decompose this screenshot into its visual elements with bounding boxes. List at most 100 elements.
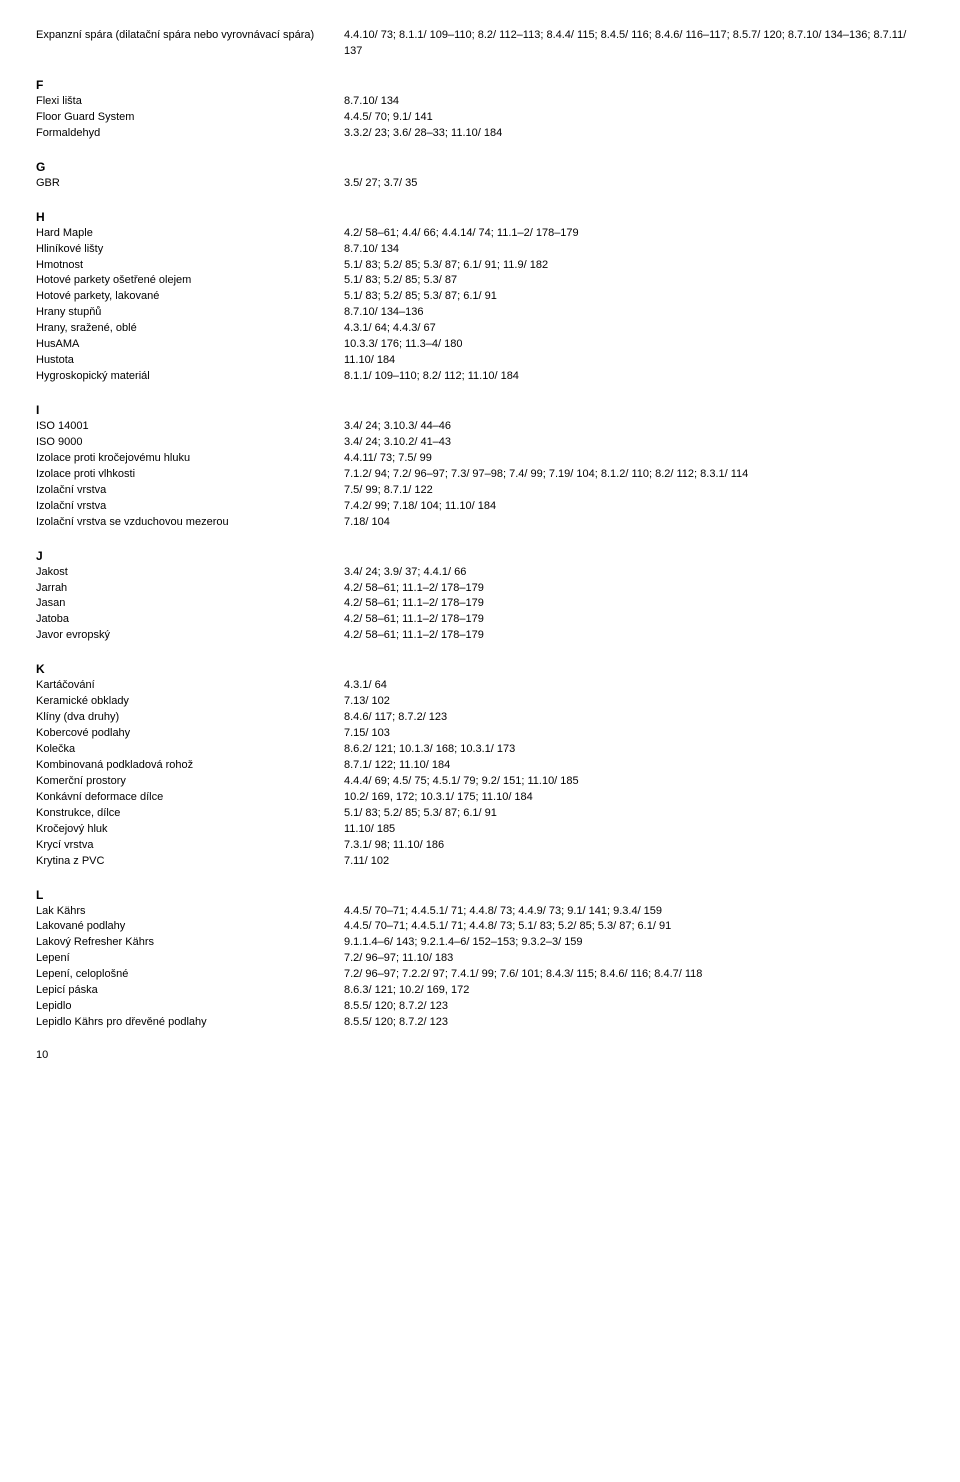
index-refs: 4.2/ 58–61; 11.1–2/ 178–179 [344,596,924,612]
index-refs: 4.4.5/ 70–71; 4.4.5.1/ 71; 4.4.8/ 73; 4.… [344,904,924,920]
index-term: Krycí vrstva [36,838,344,854]
index-row: Hrany, sražené, oblé4.3.1/ 64; 4.4.3/ 67 [36,321,924,337]
index-row: Lakový Refresher Kährs9.1.1.4–6/ 143; 9.… [36,935,924,951]
index-row: Izolace proti kročejovému hluku4.4.11/ 7… [36,451,924,467]
index-refs: 8.7.10/ 134 [344,242,924,258]
index-refs: 8.7.10/ 134–136 [344,305,924,321]
index-row: HusAMA10.3.3/ 176; 11.3–4/ 180 [36,337,924,353]
index-refs: 7.13/ 102 [344,694,924,710]
index-refs: 4.2/ 58–61; 4.4/ 66; 4.4.14/ 74; 11.1–2/… [344,226,924,242]
index-section: LLak Kährs4.4.5/ 70–71; 4.4.5.1/ 71; 4.4… [36,888,924,1032]
index-term: Kobercové podlahy [36,726,344,742]
index-term: Hmotnost [36,258,344,274]
index-refs: 7.2/ 96–97; 11.10/ 183 [344,951,924,967]
index-term: Izolace proti vlhkosti [36,467,344,483]
section-letter: F [36,78,924,92]
index-refs: 4.3.1/ 64; 4.4.3/ 67 [344,321,924,337]
index-row: Konstrukce, dílce5.1/ 83; 5.2/ 85; 5.3/ … [36,806,924,822]
index-row: Izolační vrstva7.4.2/ 99; 7.18/ 104; 11.… [36,499,924,515]
section-letter: G [36,160,924,174]
index-row: Kročejový hluk11.10/ 185 [36,822,924,838]
index-row: Keramické obklady7.13/ 102 [36,694,924,710]
index-row: Kartáčování4.3.1/ 64 [36,678,924,694]
index-row: ISO 90003.4/ 24; 3.10.2/ 41–43 [36,435,924,451]
index-section: KKartáčování4.3.1/ 64Keramické obklady7.… [36,662,924,869]
index-term: Kolečka [36,742,344,758]
index-term: Keramické obklady [36,694,344,710]
index-row: Jatoba4.2/ 58–61; 11.1–2/ 178–179 [36,612,924,628]
index-term: Hrany stupňů [36,305,344,321]
index-row: Lakované podlahy4.4.5/ 70–71; 4.4.5.1/ 7… [36,919,924,935]
index-refs: 7.2/ 96–97; 7.2.2/ 97; 7.4.1/ 99; 7.6/ 1… [344,967,924,983]
index-term: Jakost [36,565,344,581]
index-refs: 8.6.2/ 121; 10.1.3/ 168; 10.3.1/ 173 [344,742,924,758]
index-term: Hotové parkety ošetřené olejem [36,273,344,289]
index-row: Hygroskopický materiál8.1.1/ 109–110; 8.… [36,369,924,385]
index-term: Komerční prostory [36,774,344,790]
index-row: Krytina z PVC7.11/ 102 [36,854,924,870]
index-refs: 10.3.3/ 176; 11.3–4/ 180 [344,337,924,353]
index-term: Hotové parkety, lakované [36,289,344,305]
index-refs: 3.3.2/ 23; 3.6/ 28–33; 11.10/ 184 [344,126,924,142]
index-row: Kobercové podlahy7.15/ 103 [36,726,924,742]
index-refs: 3.4/ 24; 3.10.3/ 44–46 [344,419,924,435]
section-letter: I [36,403,924,417]
index-term: Konkávní deformace dílce [36,790,344,806]
index-term: HusAMA [36,337,344,353]
index-term: ISO 14001 [36,419,344,435]
index-term: Lepidlo [36,999,344,1015]
index-row: Expanzní spára (dilatační spára nebo vyr… [36,28,924,60]
index-term: Krytina z PVC [36,854,344,870]
section-letter: K [36,662,924,676]
index-refs: 9.1.1.4–6/ 143; 9.2.1.4–6/ 152–153; 9.3.… [344,935,924,951]
index-row: ISO 140013.4/ 24; 3.10.3/ 44–46 [36,419,924,435]
index-refs: 7.11/ 102 [344,854,924,870]
index-section: JJakost3.4/ 24; 3.9/ 37; 4.4.1/ 66Jarrah… [36,549,924,645]
index-term: Jarrah [36,581,344,597]
index-refs: 8.5.5/ 120; 8.7.2/ 123 [344,1015,924,1031]
index-term: Hustota [36,353,344,369]
index-row: Komerční prostory4.4.4/ 69; 4.5/ 75; 4.5… [36,774,924,790]
index-row: Izolační vrstva se vzduchovou mezerou7.1… [36,515,924,531]
index-refs: 4.4.10/ 73; 8.1.1/ 109–110; 8.2/ 112–113… [344,28,924,60]
page-number: 10 [36,1049,924,1061]
index-row: Hustota11.10/ 184 [36,353,924,369]
index-refs: 4.2/ 58–61; 11.1–2/ 178–179 [344,612,924,628]
index-refs: 8.5.5/ 120; 8.7.2/ 123 [344,999,924,1015]
index-row: Izolace proti vlhkosti7.1.2/ 94; 7.2/ 96… [36,467,924,483]
index-term: ISO 9000 [36,435,344,451]
index-refs: 4.4.5/ 70; 9.1/ 141 [344,110,924,126]
index-section: FFlexi lišta8.7.10/ 134Floor Guard Syste… [36,78,924,142]
index-term: Izolace proti kročejovému hluku [36,451,344,467]
index-row: Hliníkové lišty8.7.10/ 134 [36,242,924,258]
index-refs: 3.4/ 24; 3.10.2/ 41–43 [344,435,924,451]
index-refs: 3.4/ 24; 3.9/ 37; 4.4.1/ 66 [344,565,924,581]
index-term: GBR [36,176,344,192]
index-row: Hard Maple4.2/ 58–61; 4.4/ 66; 4.4.14/ 7… [36,226,924,242]
index-term: Lepení [36,951,344,967]
index-row: Jarrah4.2/ 58–61; 11.1–2/ 178–179 [36,581,924,597]
index-term: Floor Guard System [36,110,344,126]
index-refs: 8.4.6/ 117; 8.7.2/ 123 [344,710,924,726]
index-term: Izolační vrstva se vzduchovou mezerou [36,515,344,531]
index-row: Lepení7.2/ 96–97; 11.10/ 183 [36,951,924,967]
index-term: Lak Kährs [36,904,344,920]
index-row: Lepicí páska8.6.3/ 121; 10.2/ 169, 172 [36,983,924,999]
index-refs: 8.7.1/ 122; 11.10/ 184 [344,758,924,774]
index-row: Hotové parkety, lakované5.1/ 83; 5.2/ 85… [36,289,924,305]
index-row: Hrany stupňů8.7.10/ 134–136 [36,305,924,321]
index-term: Hygroskopický materiál [36,369,344,385]
index-section: G GBR3.5/ 27; 3.7/ 35 [36,160,924,192]
index-row: Lepení, celoplošné7.2/ 96–97; 7.2.2/ 97;… [36,967,924,983]
index-term: Hard Maple [36,226,344,242]
index-term: Izolační vrstva [36,499,344,515]
index-section: HHard Maple4.2/ 58–61; 4.4/ 66; 4.4.14/ … [36,210,924,385]
index-row: Kolečka8.6.2/ 121; 10.1.3/ 168; 10.3.1/ … [36,742,924,758]
index-refs: 11.10/ 185 [344,822,924,838]
index-refs: 7.1.2/ 94; 7.2/ 96–97; 7.3/ 97–98; 7.4/ … [344,467,924,483]
index-refs: 8.1.1/ 109–110; 8.2/ 112; 11.10/ 184 [344,369,924,385]
index-term: Izolační vrstva [36,483,344,499]
index-term: Flexi lišta [36,94,344,110]
index-row: Hmotnost5.1/ 83; 5.2/ 85; 5.3/ 87; 6.1/ … [36,258,924,274]
index-refs: 3.5/ 27; 3.7/ 35 [344,176,924,192]
